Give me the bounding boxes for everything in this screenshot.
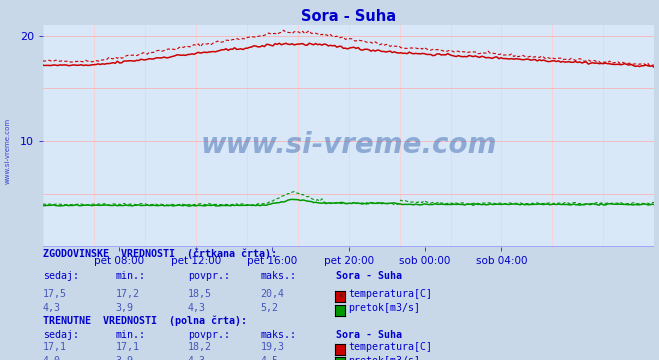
Text: pretok[m3/s]: pretok[m3/s]	[348, 303, 420, 314]
Text: 5,2: 5,2	[260, 303, 278, 314]
Text: 17,1: 17,1	[115, 342, 139, 352]
Text: min.:: min.:	[115, 271, 146, 281]
Text: www.si-vreme.com: www.si-vreme.com	[200, 131, 497, 159]
Text: temperatura[C]: temperatura[C]	[348, 342, 432, 352]
Text: 20,4: 20,4	[260, 289, 284, 299]
Text: maks.:: maks.:	[260, 271, 297, 281]
Text: Sora - Suha: Sora - Suha	[336, 330, 402, 340]
Text: sedaj:: sedaj:	[43, 330, 79, 340]
Text: temperatura[C]: temperatura[C]	[348, 289, 432, 299]
Text: www.si-vreme.com: www.si-vreme.com	[5, 118, 11, 184]
Text: TRENUTNE  VREDNOSTI  (polna črta):: TRENUTNE VREDNOSTI (polna črta):	[43, 315, 247, 326]
Text: 4,3: 4,3	[188, 356, 206, 360]
Text: 4,3: 4,3	[43, 303, 61, 314]
Text: 19,3: 19,3	[260, 342, 284, 352]
Text: 3,9: 3,9	[115, 303, 133, 314]
Text: 4,0: 4,0	[43, 356, 61, 360]
Text: ZGODOVINSKE  VREDNOSTI  (črtkana črta):: ZGODOVINSKE VREDNOSTI (črtkana črta):	[43, 249, 277, 260]
Text: povpr.:: povpr.:	[188, 271, 230, 281]
Text: 18,5: 18,5	[188, 289, 212, 299]
Title: Sora - Suha: Sora - Suha	[301, 9, 396, 24]
Text: min.:: min.:	[115, 330, 146, 340]
Text: sedaj:: sedaj:	[43, 271, 79, 281]
Text: Sora - Suha: Sora - Suha	[336, 271, 402, 281]
Text: 18,2: 18,2	[188, 342, 212, 352]
Text: pretok[m3/s]: pretok[m3/s]	[348, 356, 420, 360]
Text: 17,5: 17,5	[43, 289, 67, 299]
Text: povpr.:: povpr.:	[188, 330, 230, 340]
Text: 4,5: 4,5	[260, 356, 278, 360]
Text: 17,1: 17,1	[43, 342, 67, 352]
Text: 3,9: 3,9	[115, 356, 133, 360]
Text: 4,3: 4,3	[188, 303, 206, 314]
Text: maks.:: maks.:	[260, 330, 297, 340]
Text: ✕: ✕	[337, 293, 343, 299]
Text: 17,2: 17,2	[115, 289, 139, 299]
